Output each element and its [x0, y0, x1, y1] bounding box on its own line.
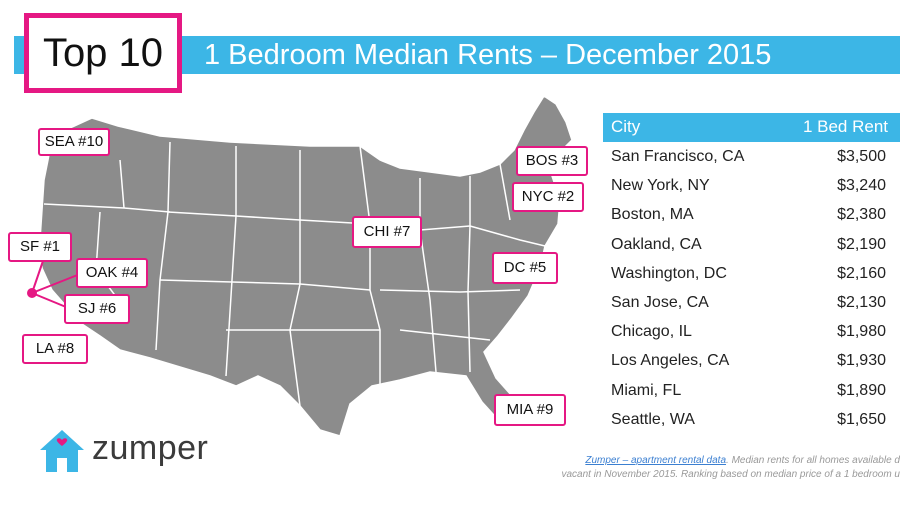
row-city: Washington, DC	[611, 264, 727, 282]
row-rent: $1,650	[837, 410, 886, 428]
label-chi: CHI #7	[352, 216, 422, 248]
footnote-line1: . Median rents for all homes available d	[726, 455, 900, 466]
row-rent: $1,980	[837, 323, 886, 341]
row-city: San Jose, CA	[611, 293, 709, 311]
row-city: Boston, MA	[611, 206, 694, 224]
zumper-logo-text: zumper	[92, 429, 209, 467]
row-rent: $2,380	[837, 206, 886, 224]
table-row: New York, NY $3,240	[603, 171, 900, 200]
rent-table: City 1 Bed Rent San Francisco, CA $3,500…	[603, 113, 900, 434]
label-sf: SF #1	[8, 232, 72, 262]
bay-area-dot	[27, 288, 37, 298]
table-row: Miami, FL $1,890	[603, 376, 900, 405]
label-bos: BOS #3	[516, 146, 588, 176]
row-city: New York, NY	[611, 177, 710, 195]
row-rent: $3,500	[837, 148, 886, 165]
table-row: Boston, MA $2,380	[603, 200, 900, 229]
footnote-line2: vacant in November 2015. Ranking based o…	[561, 469, 900, 480]
label-sj: SJ #6	[64, 294, 130, 324]
row-rent: $2,130	[837, 293, 886, 311]
table-row: Oakland, CA $2,190	[603, 230, 900, 259]
table-header: City 1 Bed Rent	[603, 113, 900, 142]
row-rent: $3,240	[837, 177, 886, 195]
table-row: Chicago, IL $1,980	[603, 317, 900, 346]
house-icon	[40, 430, 84, 472]
label-nyc: NYC #2	[512, 182, 584, 212]
footnote-link[interactable]: Zumper – apartment rental data	[585, 455, 727, 466]
label-sea: SEA #10	[38, 128, 110, 156]
row-city: San Francisco, CA	[611, 148, 745, 165]
row-city: Oakland, CA	[611, 235, 702, 253]
row-city: Seattle, WA	[611, 410, 695, 428]
top10-badge: Top 10	[24, 13, 182, 93]
table-row: San Jose, CA $2,130	[603, 288, 900, 317]
row-rent: $2,160	[837, 264, 886, 282]
label-la: LA #8	[22, 334, 88, 364]
footnote: Zumper – apartment rental data. Median r…	[520, 454, 900, 482]
row-city: Chicago, IL	[611, 323, 692, 341]
table-row: Washington, DC $2,160	[603, 259, 900, 288]
header-city: City	[611, 117, 641, 136]
us-map-shape	[39, 94, 573, 437]
row-city: Los Angeles, CA	[611, 352, 730, 370]
row-rent: $1,890	[837, 381, 886, 399]
table-row: Seattle, WA $1,650	[603, 405, 900, 434]
label-dc: DC #5	[492, 252, 558, 284]
label-oak: OAK #4	[76, 258, 148, 288]
header-rent: 1 Bed Rent	[802, 117, 888, 136]
bay-area-pointers	[31, 257, 81, 308]
row-rent: $2,190	[837, 235, 886, 253]
table-row: Los Angeles, CA $1,930	[603, 346, 900, 375]
label-mia: MIA #9	[494, 394, 566, 426]
row-rent: $1,930	[837, 352, 886, 370]
table-row: San Francisco, CA $3,500	[603, 142, 900, 171]
page-title: 1 Bedroom Median Rents – December 2015	[204, 39, 772, 71]
row-city: Miami, FL	[611, 381, 682, 399]
